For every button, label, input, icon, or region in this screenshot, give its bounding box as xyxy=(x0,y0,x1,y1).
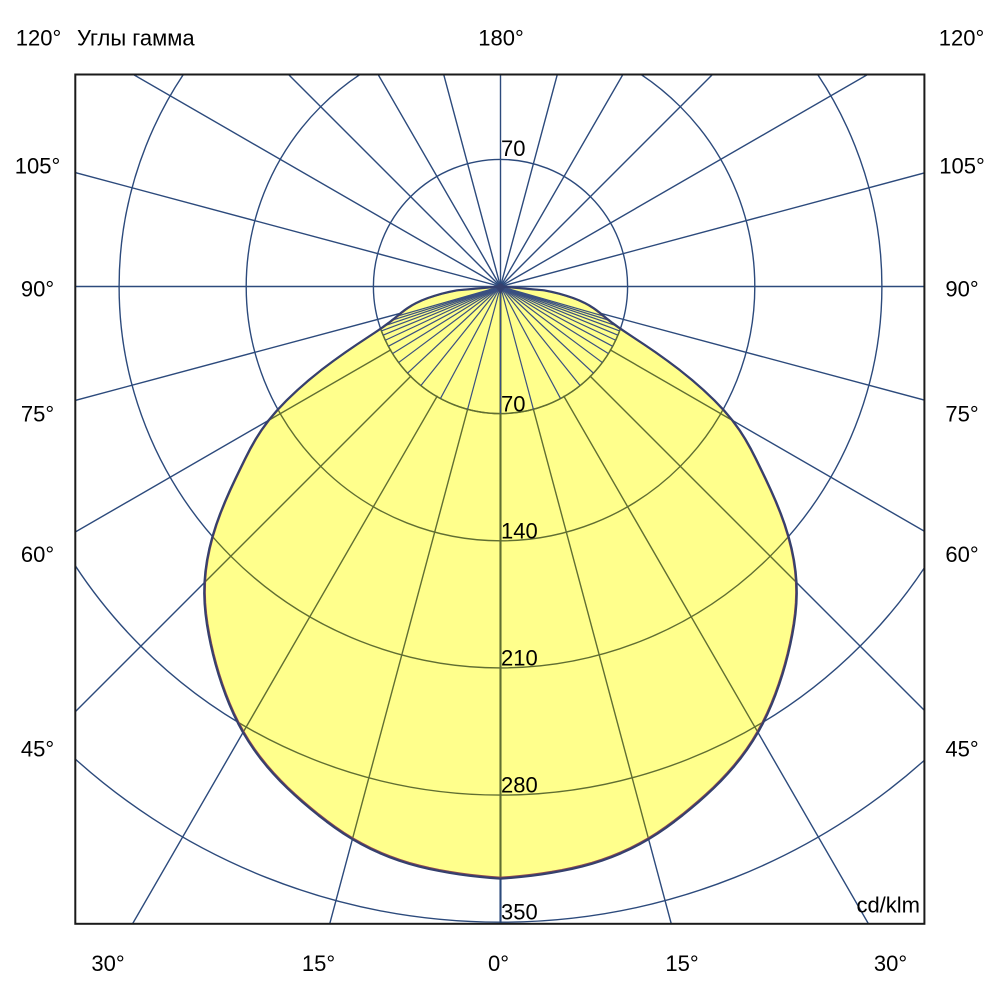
svg-text:Углы гамма: Углы гамма xyxy=(77,26,195,51)
svg-text:45°: 45° xyxy=(21,737,54,762)
svg-text:210: 210 xyxy=(501,646,538,671)
svg-text:30°: 30° xyxy=(874,951,907,976)
svg-text:15°: 15° xyxy=(302,951,335,976)
svg-text:180°: 180° xyxy=(478,26,524,51)
svg-text:105°: 105° xyxy=(939,154,985,179)
svg-text:70: 70 xyxy=(501,392,525,417)
svg-text:15°: 15° xyxy=(665,951,698,976)
svg-text:60°: 60° xyxy=(21,542,54,567)
svg-text:70: 70 xyxy=(501,136,525,161)
svg-text:0°: 0° xyxy=(488,951,509,976)
svg-text:75°: 75° xyxy=(21,402,54,427)
svg-text:120°: 120° xyxy=(16,26,62,51)
svg-text:90°: 90° xyxy=(945,277,978,302)
svg-text:30°: 30° xyxy=(91,951,124,976)
svg-text:90°: 90° xyxy=(21,277,54,302)
svg-text:60°: 60° xyxy=(945,542,978,567)
svg-text:140: 140 xyxy=(501,519,538,544)
svg-text:105°: 105° xyxy=(15,154,61,179)
svg-text:75°: 75° xyxy=(945,402,978,427)
svg-text:350: 350 xyxy=(501,900,538,925)
svg-text:120°: 120° xyxy=(939,26,985,51)
svg-text:280: 280 xyxy=(501,773,538,798)
svg-text:45°: 45° xyxy=(945,737,978,762)
svg-text:cd/klm: cd/klm xyxy=(856,893,920,918)
